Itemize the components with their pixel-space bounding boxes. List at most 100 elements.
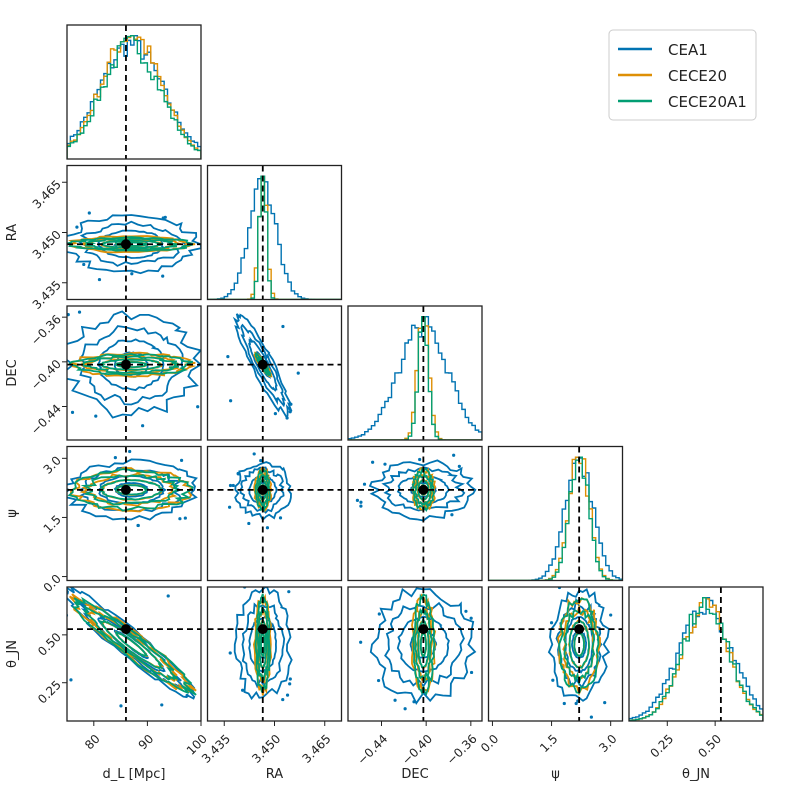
contour-cece20a1 [414, 471, 433, 507]
panel-frame [66, 24, 202, 160]
outlier-point [75, 225, 79, 229]
outlier-point [412, 700, 416, 704]
outlier-point [265, 526, 270, 530]
outlier-point [288, 682, 292, 686]
x-tick-label-DEC: −0.36 [444, 732, 480, 768]
panel-frame [487, 586, 624, 722]
panel-frame [206, 164, 343, 301]
outlier-point [362, 482, 367, 486]
contour-cece20a1 [417, 479, 430, 501]
contour-cece20a1 [114, 631, 149, 657]
y-tick-label-RA: 3.450 [30, 228, 64, 262]
outlier-point [160, 703, 164, 707]
outlier-point [574, 701, 578, 706]
contour-cece20a1 [80, 474, 182, 506]
outlier-point [161, 274, 165, 278]
panel-content [488, 446, 623, 581]
outlier-point [94, 414, 98, 418]
panel-content [207, 446, 342, 581]
panel-frame [66, 445, 202, 582]
legend-frame [608, 29, 757, 121]
outlier-point [589, 715, 593, 719]
truth-point [120, 239, 131, 250]
outlier-point [259, 565, 262, 568]
x-axis-label-RA: RA [266, 767, 284, 782]
contour-cece20a1 [411, 467, 435, 513]
y-tick-label-DEC: −0.44 [28, 402, 64, 438]
contour-cece20a1 [85, 237, 181, 251]
outlier-point [393, 698, 397, 702]
outlier-point [285, 693, 290, 697]
contour-cea1 [369, 587, 477, 705]
x-axis-label-d_L: d_L [Mpc] [103, 767, 166, 782]
outlier-point [62, 360, 65, 363]
contour-cece20a1 [563, 609, 596, 686]
outlier-point [87, 211, 91, 215]
y-tick-label-DEC: −0.40 [28, 357, 64, 393]
contour-cece20a1 [254, 593, 271, 693]
panel-theta_JN-DEC: −0.44 −0.40 −0.36 DEC [347, 586, 483, 782]
panel-psi-psi [487, 445, 624, 582]
outlier-point [452, 453, 456, 457]
contour-cea1 [384, 601, 465, 688]
outlier-point [281, 697, 285, 702]
outlier-point [403, 707, 407, 711]
outlier-point [359, 500, 363, 504]
outlier-point [469, 616, 473, 620]
histogram-cece20a1 [629, 597, 763, 721]
outlier-point [196, 405, 200, 409]
histogram-cea1 [207, 175, 342, 300]
panel-content [348, 306, 482, 440]
panel-frame [347, 305, 483, 441]
histogram-cece20a1 [67, 35, 201, 159]
y-tick-label-psi: 3.0 [41, 453, 64, 476]
contour-cea1 [67, 310, 201, 419]
panel-d_L-d_L [66, 24, 202, 160]
outlier-point [285, 416, 289, 420]
contour-cea1 [241, 602, 286, 689]
x-tick-label-psi: 1.5 [537, 732, 560, 755]
contour-cea1 [248, 336, 278, 392]
panel-frame [347, 445, 483, 582]
histogram-cece20a1 [207, 175, 342, 300]
x-tick-label-psi: 3.0 [596, 732, 619, 755]
outlier-point [376, 678, 381, 683]
contour-cece20a1 [67, 236, 195, 252]
panel-content [207, 165, 342, 300]
contour-cece20a1 [82, 605, 179, 681]
contour-cece20a1 [99, 479, 163, 501]
panel-content [67, 25, 201, 159]
panel-RA-d_L: 3.435 3.450 3.465 RA [5, 164, 202, 312]
y-axis-label-DEC: DEC [5, 359, 20, 386]
outlier-point [130, 272, 134, 276]
x-axis-label-psi: ψ [551, 767, 560, 782]
outlier-point [464, 609, 468, 613]
outlier-point [218, 380, 221, 383]
histogram-cea1 [348, 316, 482, 440]
outlier-point [228, 483, 233, 488]
histogram-cece20a1 [348, 316, 482, 440]
contour-cece20a1 [414, 607, 433, 683]
contour-cea1 [97, 229, 165, 259]
outlier-point [166, 594, 170, 598]
outlier-point [603, 701, 607, 705]
outlier-point [203, 648, 206, 651]
outlier-point [226, 354, 230, 359]
x-tick-label-d_L: 80 [82, 732, 103, 753]
contour-cece20a1 [71, 596, 197, 696]
outlier-point [450, 513, 454, 517]
outlier-point [457, 464, 461, 468]
panel-frame [66, 586, 202, 722]
contour-cece20a1 [67, 468, 195, 512]
panel-DEC-RA [206, 305, 343, 441]
outlier-point [562, 701, 566, 706]
outlier-point [236, 314, 240, 319]
contour-cece20a1 [417, 618, 430, 670]
outlier-point [69, 678, 73, 682]
y-tick-label-DEC: −0.36 [28, 312, 64, 348]
outlier-point [273, 412, 277, 416]
outlier-point [128, 449, 132, 454]
panel-psi-d_L: 0.0 1.5 3.0 ψ [5, 445, 202, 595]
